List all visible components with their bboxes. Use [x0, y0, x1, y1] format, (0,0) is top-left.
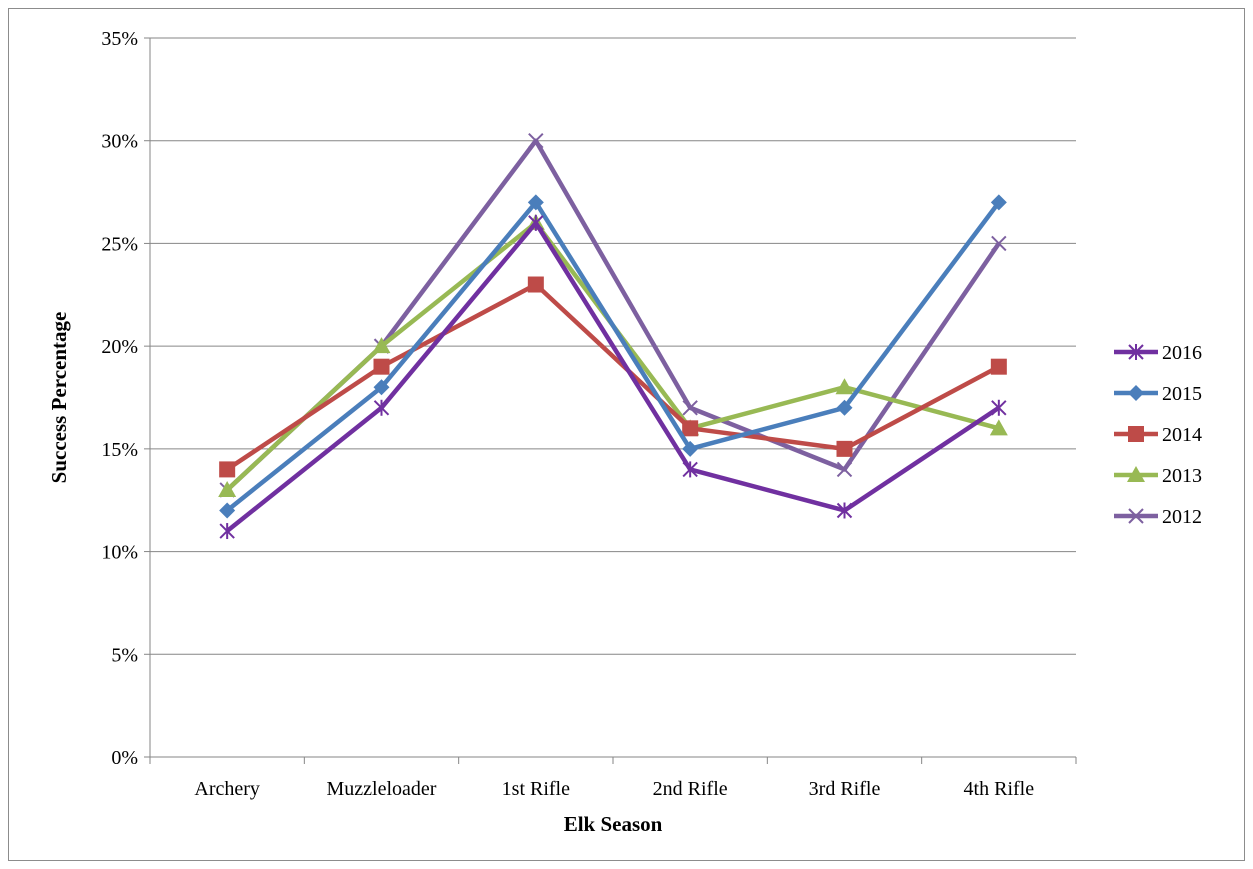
data-point — [528, 214, 544, 231]
data-point — [528, 133, 544, 149]
legend: 2016 2015 2014 2013 2012 — [1114, 342, 1202, 528]
gridlines — [150, 37, 1076, 655]
legend-label: 2015 — [1162, 383, 1202, 405]
y-tick-label: 30% — [101, 131, 138, 153]
axes — [144, 37, 1077, 764]
data-point — [373, 399, 390, 416]
data-point — [836, 399, 853, 416]
data-point — [373, 358, 390, 375]
series-2014 — [219, 276, 1007, 478]
series-2016 — [219, 214, 1007, 540]
y-tick-label: 0% — [111, 747, 138, 769]
data-point — [219, 502, 236, 519]
data-point — [218, 480, 237, 497]
data-point — [990, 358, 1007, 375]
data-point — [682, 440, 699, 457]
x-tick-label: 1st Rifle — [502, 778, 570, 800]
legend-label: 2012 — [1162, 506, 1202, 528]
legend-label: 2014 — [1162, 424, 1202, 446]
y-tick-label: 35% — [101, 28, 138, 50]
x-tick-label: 2nd Rifle — [653, 778, 728, 800]
data-point — [682, 400, 698, 416]
x-tick-label: 3rd Rifle — [809, 778, 881, 800]
data-point — [836, 461, 853, 478]
series-line-2016 — [225, 220, 1001, 533]
legend-marker — [1128, 426, 1144, 442]
chart-frame — [8, 8, 1245, 861]
legend-label: 2013 — [1162, 465, 1202, 487]
data-point — [219, 523, 235, 540]
legend-label: 2016 — [1162, 342, 1202, 364]
data-point — [836, 440, 853, 457]
data-point — [991, 399, 1007, 416]
data-point — [989, 419, 1008, 436]
tick-labels: 0% 5% 10% 15% 20% 25% 30% 35% Archery Muzzleloade… — [101, 28, 1034, 800]
series-2015 — [219, 194, 1007, 519]
data-point — [682, 420, 699, 437]
legend-item-2015: 2015 — [1114, 383, 1202, 405]
y-tick-label: 25% — [101, 233, 138, 255]
data-point — [373, 379, 390, 396]
series-line-2014 — [225, 282, 1000, 472]
x-tick-label: Archery — [194, 778, 260, 800]
data-point — [527, 194, 544, 211]
data-point — [527, 276, 544, 293]
series-lines — [218, 133, 1008, 540]
data-point — [990, 194, 1007, 211]
legend-marker — [1128, 508, 1144, 524]
x-tick-label: Muzzleloader — [327, 778, 437, 800]
legend-item-2013: 2013 — [1114, 465, 1202, 487]
legend-marker — [1128, 385, 1144, 401]
data-point — [835, 378, 854, 395]
legend-marker — [1128, 344, 1144, 360]
data-point — [836, 502, 853, 519]
y-tick-label: 15% — [101, 439, 138, 461]
y-tick-label: 10% — [101, 542, 138, 564]
y-axis-title: Success Percentage — [47, 312, 71, 484]
legend-item-2016: 2016 — [1114, 342, 1202, 364]
data-point — [991, 235, 1007, 252]
x-tick-label: 4th Rifle — [964, 778, 1035, 800]
x-axis-title: Elk Season — [564, 812, 663, 836]
y-tick-label: 5% — [111, 644, 138, 666]
data-point — [372, 337, 391, 354]
legend-marker — [1127, 466, 1145, 482]
legend-item-2014: 2014 — [1114, 424, 1202, 446]
data-point — [682, 461, 698, 478]
y-tick-label: 20% — [101, 336, 138, 358]
data-point — [219, 461, 236, 478]
legend-item-2012: 2012 — [1114, 506, 1202, 528]
series-line-2015 — [225, 200, 1001, 513]
